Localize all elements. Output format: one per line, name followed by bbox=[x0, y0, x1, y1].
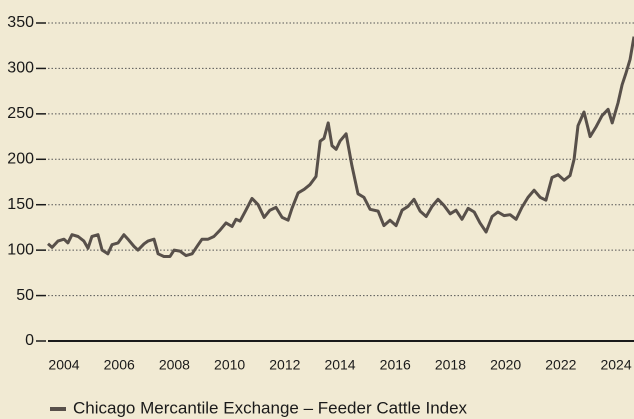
x-tick-label: 2006 bbox=[104, 357, 135, 373]
x-tick-label: 2004 bbox=[48, 357, 79, 373]
y-tick-label: 300 bbox=[7, 60, 34, 77]
x-tick-label: 2012 bbox=[269, 357, 300, 373]
x-tick-label: 2014 bbox=[324, 357, 355, 373]
x-tick-label: 2022 bbox=[545, 357, 576, 373]
y-tick-label: 0 bbox=[25, 332, 34, 349]
x-tick-label: 2010 bbox=[214, 357, 245, 373]
data-line bbox=[47, 36, 634, 258]
y-tick-label: 100 bbox=[7, 241, 34, 258]
x-tick-label: 2008 bbox=[159, 357, 190, 373]
x-tick-label: 2018 bbox=[435, 357, 466, 373]
legend-label: Chicago Mercantile Exchange – Feeder Cat… bbox=[73, 398, 468, 417]
y-tick-label: 200 bbox=[7, 151, 34, 168]
y-tick-label: 50 bbox=[16, 287, 34, 304]
x-tick-label: 2020 bbox=[490, 357, 521, 373]
x-tick-label: 2024 bbox=[600, 357, 631, 373]
y-tick-label: 350 bbox=[7, 14, 34, 31]
y-tick-label: 250 bbox=[7, 105, 34, 122]
y-tick-label: 150 bbox=[7, 196, 34, 213]
x-tick-label: 2016 bbox=[380, 357, 411, 373]
